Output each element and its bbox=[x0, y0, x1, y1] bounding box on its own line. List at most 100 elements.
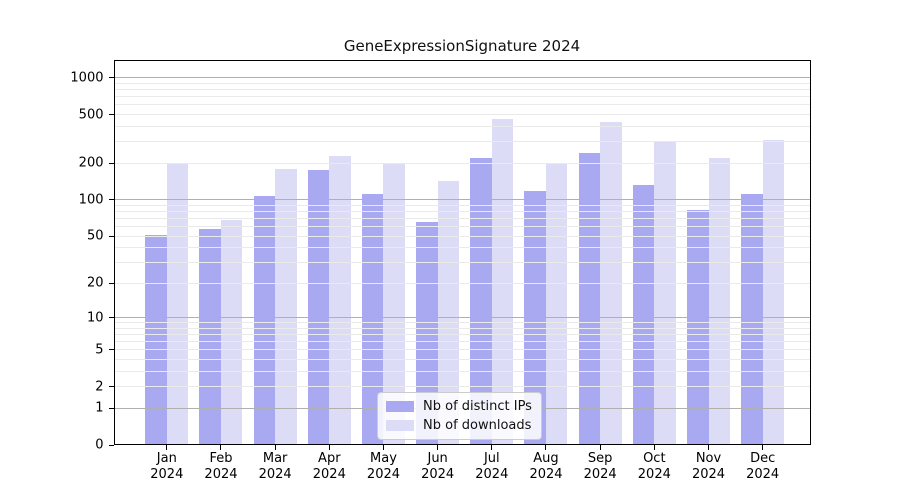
month-label: Jul bbox=[483, 451, 500, 466]
x-axis-tick bbox=[491, 445, 493, 450]
y-axis-tick bbox=[108, 317, 114, 319]
x-axis-tick bbox=[708, 445, 709, 450]
y-axis-tick bbox=[108, 407, 114, 409]
gridline-minor bbox=[113, 204, 811, 206]
month-label: Apr bbox=[318, 451, 341, 466]
bar-distinct-ips-jan bbox=[145, 235, 167, 445]
x-axis-tick-label: Sep 2024 bbox=[584, 451, 617, 483]
gridline-minor bbox=[113, 141, 811, 143]
x-axis-tick-label: May 2024 bbox=[367, 451, 400, 483]
gridline-major bbox=[113, 77, 811, 79]
gridline-minor bbox=[113, 89, 811, 91]
gridline-major bbox=[113, 317, 811, 319]
year-label: 2024 bbox=[150, 467, 184, 482]
x-axis-tick-label: Jan 2024 bbox=[150, 451, 183, 483]
month-label: Nov bbox=[695, 451, 722, 466]
x-axis-tick bbox=[653, 445, 655, 450]
bar-distinct-ips-mar bbox=[253, 196, 276, 445]
y-axis-tick bbox=[108, 77, 114, 79]
gridline-minor bbox=[113, 217, 811, 219]
gridline-minor bbox=[113, 341, 811, 343]
x-axis-tick-label: Apr 2024 bbox=[313, 451, 346, 483]
y-axis-tick-label: 100 bbox=[78, 192, 104, 208]
gridline-minor bbox=[113, 82, 811, 84]
bar-distinct-ips-sep bbox=[578, 153, 601, 445]
y-axis-tick-label: 1000 bbox=[70, 70, 104, 86]
legend-label-downloads: Nb of downloads bbox=[423, 418, 532, 433]
bar-distinct-ips-apr bbox=[307, 169, 330, 445]
month-label: May bbox=[370, 451, 397, 466]
bar-downloads-apr bbox=[329, 155, 351, 445]
y-axis-tick bbox=[108, 114, 114, 116]
month-label: Dec bbox=[750, 451, 776, 466]
gridline-minor bbox=[113, 96, 811, 98]
year-label: 2024 bbox=[475, 467, 509, 482]
gridline-minor bbox=[113, 322, 811, 324]
bar-distinct-ips-aug bbox=[524, 191, 546, 445]
gridline-minor bbox=[113, 104, 811, 106]
x-axis-tick bbox=[328, 445, 330, 450]
y-axis-tick bbox=[108, 444, 114, 446]
y-axis-tick bbox=[108, 282, 114, 284]
x-axis-tick bbox=[382, 445, 384, 450]
bar-distinct-ips-dec bbox=[741, 193, 763, 445]
x-axis-tick-label: Dec 2024 bbox=[746, 451, 779, 483]
x-axis-tick-label: Nov 2024 bbox=[692, 451, 725, 483]
month-label: Aug bbox=[533, 451, 559, 466]
x-axis-tick bbox=[166, 445, 168, 450]
y-axis-tick-label: 10 bbox=[86, 310, 104, 326]
year-label: 2024 bbox=[366, 467, 401, 482]
y-axis-tick-label: 2 bbox=[95, 379, 104, 395]
y-axis-tick bbox=[108, 199, 114, 201]
gridline-minor bbox=[113, 349, 811, 351]
bar-downloads-oct bbox=[654, 142, 676, 445]
y-axis-tick bbox=[108, 349, 114, 351]
legend-swatch-distinct-ips bbox=[386, 401, 414, 412]
gridline-minor bbox=[113, 114, 811, 116]
gridline-minor bbox=[113, 235, 811, 237]
y-axis-tick-label: 0 bbox=[95, 437, 104, 453]
x-axis-tick bbox=[437, 445, 439, 450]
gridline-major bbox=[113, 199, 811, 201]
year-label: 2024 bbox=[746, 467, 780, 482]
gridline-minor bbox=[113, 262, 811, 264]
month-label: Mar bbox=[262, 451, 288, 466]
bar-downloads-dec bbox=[762, 140, 785, 445]
gridline-minor bbox=[113, 358, 811, 360]
month-label: Jun bbox=[427, 451, 448, 466]
year-label: 2024 bbox=[583, 467, 617, 482]
bar-downloads-jul bbox=[491, 119, 514, 445]
y-axis-tick-label: 20 bbox=[86, 275, 104, 291]
y-axis-tick bbox=[108, 162, 114, 164]
bar-downloads-nov bbox=[708, 158, 730, 445]
gridline-minor bbox=[113, 386, 811, 388]
bar-downloads-feb bbox=[220, 220, 243, 445]
year-label: 2024 bbox=[529, 467, 563, 482]
y-axis-tick-label: 500 bbox=[78, 107, 104, 123]
y-axis-tick-label: 5 bbox=[95, 342, 104, 358]
x-axis-tick-label: Jul 2024 bbox=[475, 451, 508, 483]
month-label: Oct bbox=[643, 451, 666, 466]
gridline-minor bbox=[113, 370, 811, 372]
y-axis-tick-label: 200 bbox=[78, 155, 104, 171]
month-label: Sep bbox=[587, 451, 613, 466]
year-label: 2024 bbox=[691, 467, 726, 482]
gridline-minor bbox=[113, 210, 811, 212]
y-axis-tick-label: 1 bbox=[95, 400, 104, 416]
gridline-minor bbox=[113, 162, 811, 164]
month-label: Feb bbox=[209, 451, 233, 466]
month-label: Jan bbox=[156, 451, 177, 466]
year-label: 2024 bbox=[312, 467, 346, 482]
bar-distinct-ips-jul bbox=[470, 157, 492, 445]
y-axis-tick bbox=[108, 386, 114, 388]
x-axis-tick bbox=[274, 445, 276, 450]
x-axis-tick-label: Jun 2024 bbox=[421, 451, 454, 483]
x-axis-tick-label: Oct 2024 bbox=[638, 451, 671, 483]
gridline-minor bbox=[113, 327, 811, 329]
year-label: 2024 bbox=[637, 467, 671, 482]
gridline-minor bbox=[113, 247, 811, 249]
bar-downloads-jan bbox=[166, 162, 189, 445]
gridline-minor bbox=[113, 226, 811, 228]
year-label: 2024 bbox=[258, 467, 292, 482]
